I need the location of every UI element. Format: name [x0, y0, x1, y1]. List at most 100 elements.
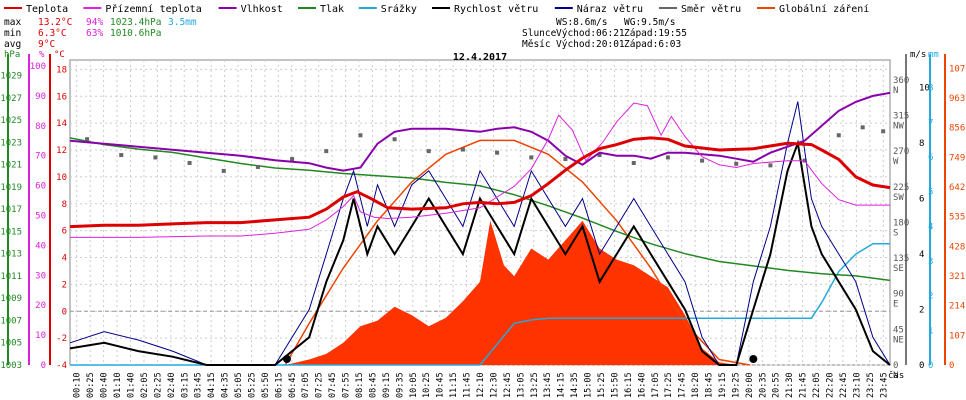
legend-label: Globální záření [779, 3, 869, 15]
dir-tick-label: 270 [893, 147, 909, 157]
wm-tick-label: 749 [949, 153, 965, 163]
mm-tick-label: 7 [928, 118, 933, 128]
temp-tick-label: 10 [56, 173, 67, 183]
x-tick-label: 22:05 [812, 372, 822, 398]
ms-tick-label: 4 [919, 250, 924, 260]
wm-tick-label: 107 [949, 331, 965, 341]
hpa-tick-label: 1003 [0, 361, 22, 371]
humidity-tick-label: 30 [35, 271, 46, 281]
humidity-tick-label: 10 [35, 331, 46, 341]
wind-dir-point [358, 133, 363, 138]
wm-tick-label: 428 [949, 242, 965, 252]
wind-dir-point [734, 161, 739, 166]
x-tick-label: 19:25 [731, 372, 741, 398]
stat-max-temp: 13.2°C [38, 17, 72, 28]
stat-min-pressure: 1010.6hPa [110, 28, 161, 39]
x-tick-label: 03:15 [180, 372, 190, 398]
x-tick-label: 11:15 [449, 372, 459, 398]
temp-tick-label: 16 [56, 92, 67, 102]
x-tick-label: 02:05 [140, 372, 150, 398]
x-tick-label: 23:10 [852, 372, 862, 398]
stat-sun-rise: Východ:06:21 [556, 28, 625, 39]
dir-compass-label: E [893, 300, 898, 310]
wind-dir-point [881, 129, 886, 134]
x-tick-label: 16:40 [637, 372, 647, 398]
x-tick-label: 12:10 [476, 372, 486, 398]
dir-tick-label: 315 [893, 111, 909, 121]
wind-dir-point [563, 157, 568, 162]
x-tick-label: 09:35 [395, 372, 405, 398]
hpa-tick-label: 1011 [0, 272, 22, 282]
x-tick-label: 22:45 [839, 372, 849, 398]
legend-label: Směr větru [681, 3, 741, 15]
temp-tick-label: 6 [62, 227, 67, 237]
legend-label: Náraz větru [577, 3, 643, 15]
legend-label: Teplota [26, 4, 68, 15]
x-tick-label: 10:25 [422, 372, 432, 398]
dir-compass-label: SE [893, 264, 904, 274]
dir-compass-label: N [893, 86, 898, 96]
hpa-tick-label: 1019 [0, 183, 22, 193]
dir-tick-label: 135 [893, 254, 909, 264]
dir-tick-label: 0 [893, 361, 898, 371]
wm-tick-label: 535 [949, 213, 965, 223]
wind-dir-point [460, 147, 465, 152]
x-tick-label: 07:55 [342, 372, 352, 398]
x-tick-label: 02:25 [153, 372, 163, 398]
stat-sun-label: Slunce [522, 28, 557, 39]
hpa-tick-label: 1007 [0, 316, 22, 326]
dir-compass-label: SW [893, 193, 904, 203]
wm-tick-label: 0 [949, 361, 954, 371]
dir-tick-label: 45 [893, 325, 904, 335]
humidity-tick-label: 60 [35, 182, 46, 192]
x-tick-label: 19:15 [718, 372, 728, 398]
hpa-tick-label: 1009 [0, 294, 22, 304]
x-tick-label: 05:05 [234, 372, 244, 398]
x-tick-label: 15:25 [597, 372, 607, 398]
wind-dir-point [426, 149, 431, 154]
wind-dir-point [187, 160, 192, 165]
x-tick-label: 07:05 [301, 372, 311, 398]
mm-tick-label: 8 [928, 84, 933, 94]
wind-dir-point [119, 153, 124, 158]
ms-tick-label: 6 [919, 195, 924, 205]
humidity-tick-label: 20 [35, 301, 46, 311]
x-tick-label: 13:45 [543, 372, 553, 398]
wind-gust-series-line [69, 101, 891, 366]
x-tick-label: 13:25 [530, 372, 540, 398]
stat-sun-set: Západ:19:55 [624, 28, 687, 39]
x-tick-label: 02:40 [167, 372, 177, 398]
hpa-tick-label: 1023 [0, 138, 22, 148]
x-tick-label: 00:25 [86, 372, 96, 398]
x-tick-label: 14:15 [557, 372, 567, 398]
humidity-tick-label: 50 [35, 211, 46, 221]
hpa-tick-label: 1027 [0, 94, 22, 104]
hpa-tick-label: 1015 [0, 227, 22, 237]
wm-tick-label: 856 [949, 124, 965, 134]
x-tick-label: 20:55 [772, 372, 782, 398]
legend-label: Přízemní teplota [105, 3, 201, 15]
dir-tick-label: 180 [893, 218, 909, 228]
hpa-tick-label: 1025 [0, 116, 22, 126]
wind-dir-point [221, 168, 226, 173]
ms-tick-label: 0 [919, 361, 924, 371]
dir-compass-label: S [893, 228, 898, 238]
x-tick-label: 13:05 [516, 372, 526, 398]
sunrise-icon [282, 355, 291, 363]
temp-tick-label: 0 [62, 307, 67, 317]
hpa-tick-label: 1029 [0, 72, 22, 82]
x-tick-label: 12:30 [489, 372, 499, 398]
hpa-tick-label: 1017 [0, 205, 22, 215]
x-tick-label: 17:05 [651, 372, 661, 398]
dir-tick-label: 90 [893, 290, 904, 300]
stat-moon-label: Měsíc [522, 39, 551, 50]
wind-dir-point [255, 164, 260, 169]
x-tick-label: 21:30 [785, 372, 795, 398]
temp-tick-label: -4 [56, 361, 67, 371]
hpa-tick-label: 1021 [0, 161, 22, 171]
legend-label: Vlhkost [241, 4, 283, 15]
humidity-tick-label: 0 [41, 361, 46, 371]
wind-dir-point [860, 125, 865, 130]
mm-tick-label: 1 [928, 326, 933, 336]
